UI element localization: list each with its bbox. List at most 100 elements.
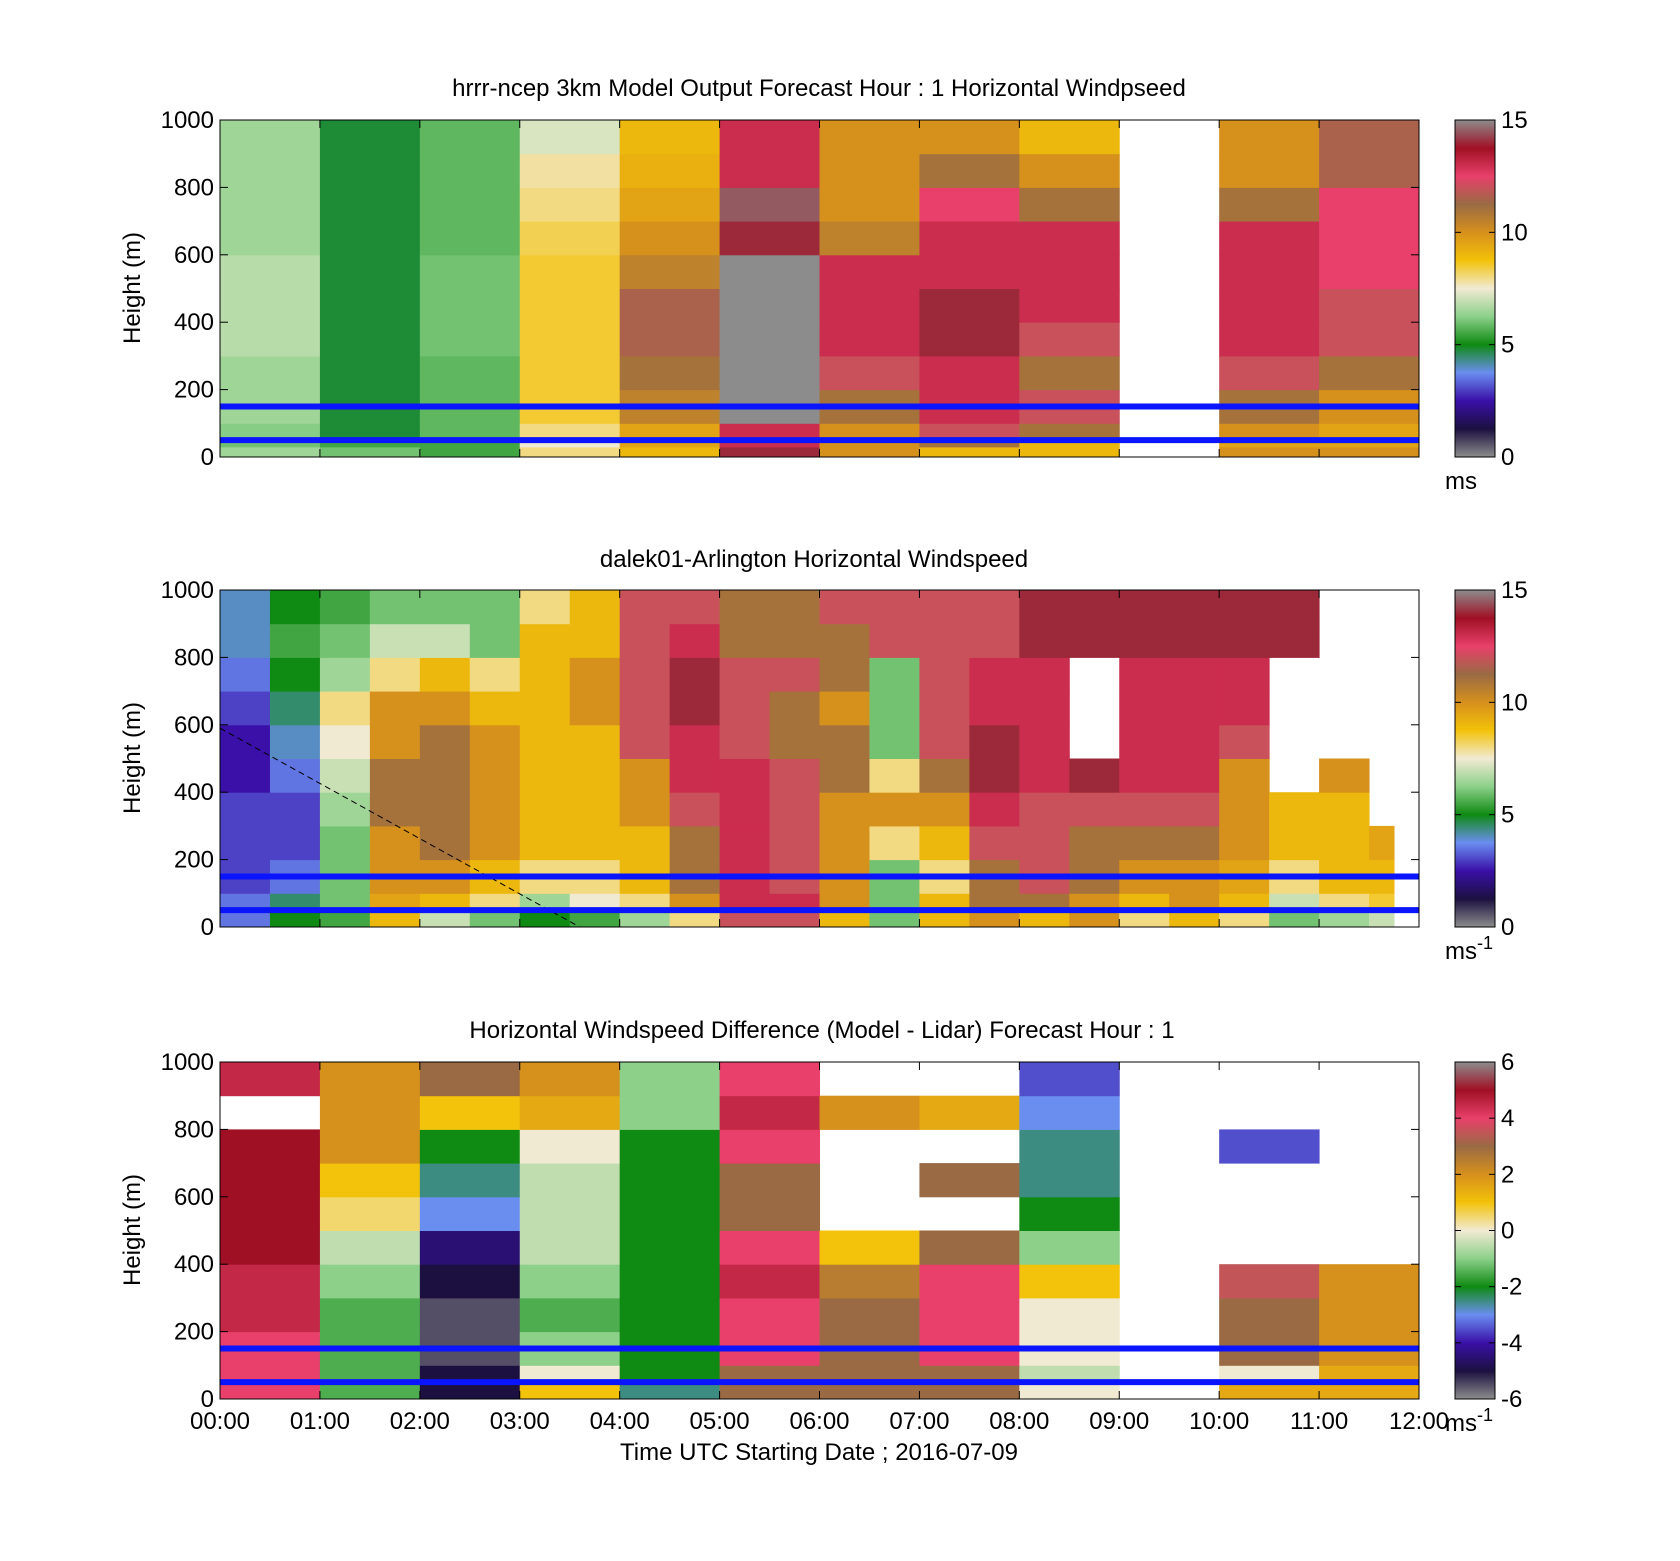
heatmap-cell — [1369, 825, 1395, 861]
heatmap-cell — [519, 1163, 621, 1198]
y-tick-label: 800 — [174, 644, 214, 671]
heatmap-cell — [1069, 792, 1120, 827]
heatmap-cell — [569, 691, 621, 726]
heatmap-cell — [719, 1062, 820, 1097]
heatmap-cell — [1219, 792, 1270, 827]
heatmap-cell — [719, 623, 771, 658]
heatmap-cell — [220, 893, 271, 911]
heatmap-cell — [1069, 893, 1120, 911]
heatmap-cell — [1019, 440, 1120, 448]
heatmap-cell — [619, 1129, 721, 1164]
y-tick-label: 0 — [201, 914, 214, 941]
heatmap-cell — [519, 446, 621, 458]
heatmap-cell — [419, 758, 471, 793]
colorbar-tick-label: 15 — [1501, 107, 1528, 134]
colorbar-unit-label: ms-1 — [1445, 933, 1493, 965]
heatmap-cell — [469, 825, 521, 861]
heatmap-cell — [419, 322, 521, 357]
heatmap-cell — [719, 691, 771, 726]
heatmap-cell — [1219, 120, 1320, 155]
heatmap-cell — [419, 120, 521, 155]
x-tick-label: 04:00 — [590, 1408, 650, 1435]
heatmap-cell — [519, 590, 571, 625]
heatmap-cell — [319, 691, 371, 726]
heatmap-cell — [819, 254, 920, 289]
heatmap-cell — [619, 1062, 721, 1097]
heatmap-cell — [1369, 893, 1395, 911]
y-tick-label: 400 — [174, 1251, 214, 1278]
heatmap-cell — [919, 221, 1020, 256]
heatmap-cell — [669, 590, 721, 625]
heatmap-cell — [1019, 590, 1070, 625]
heatmap-cell — [919, 724, 970, 759]
heatmap-cell — [220, 623, 271, 658]
heatmap-cell — [719, 825, 771, 861]
heatmap-cell — [319, 120, 421, 155]
heatmap-cell — [569, 910, 621, 928]
heatmap-cell — [319, 254, 421, 289]
x-tick-label: 09:00 — [1089, 1408, 1149, 1435]
heatmap-cell — [619, 221, 721, 256]
heatmap-cell — [569, 724, 621, 759]
heatmap-cell — [1219, 590, 1270, 625]
heatmap-cell — [1219, 423, 1320, 441]
heatmap-cell — [220, 1163, 321, 1198]
heatmap-cell — [220, 440, 321, 448]
colorbar-unit-label: ms-1 — [1445, 1405, 1493, 1437]
heatmap-cell — [1219, 623, 1270, 658]
heatmap-cell — [469, 657, 521, 692]
heatmap-cell — [319, 758, 371, 793]
heatmap-cell — [319, 1129, 421, 1164]
heatmap-cell — [519, 288, 621, 323]
x-axis-label: Time UTC Starting Date ; 2016-07-09 — [620, 1439, 1018, 1466]
heatmap-cell — [619, 1365, 721, 1383]
heatmap-cell — [619, 1196, 721, 1231]
heatmap-cell — [269, 657, 321, 692]
panel-3-colorbar: -6 -4 -2 0 2 4 6 ms-1 — [1445, 1049, 1522, 1437]
heatmap-cell — [369, 691, 421, 726]
heatmap-cell — [719, 1196, 820, 1231]
heatmap-cell — [369, 792, 421, 827]
heatmap-cell — [1069, 910, 1120, 928]
heatmap-cell — [220, 1365, 321, 1383]
heatmap-cell — [319, 322, 421, 357]
heatmap-cell — [919, 446, 1020, 458]
heatmap-cell — [969, 623, 1020, 658]
heatmap-cell — [1019, 1062, 1120, 1097]
heatmap-cell — [220, 1196, 321, 1231]
heatmap-cell — [269, 825, 321, 861]
heatmap-cell — [1119, 893, 1170, 911]
heatmap-cell — [1219, 1382, 1320, 1400]
colorbar-gradient — [1454, 589, 1496, 928]
heatmap-cell — [519, 1230, 621, 1265]
heatmap-cell — [319, 1062, 421, 1097]
panel-1-x-ticks — [219, 120, 1420, 457]
y-tick-label: 0 — [201, 444, 214, 471]
heatmap-cell — [319, 1382, 421, 1400]
heatmap-cell — [1119, 623, 1170, 658]
panel-2-colorbar: 0 5 10 15 ms-1 — [1445, 577, 1528, 965]
y-tick-label: 0 — [201, 1386, 214, 1413]
heatmap-cell — [220, 1129, 321, 1164]
heatmap-cell — [819, 825, 870, 861]
heatmap-cell — [469, 758, 521, 793]
heatmap-cell — [669, 724, 721, 759]
heatmap-cell — [819, 1365, 920, 1383]
heatmap-cell — [1069, 758, 1120, 793]
heatmap-cell — [1019, 120, 1120, 155]
heatmap-cell — [1019, 623, 1070, 658]
panel-model-output: hrrr-ncep 3km Model Output Forecast Hour… — [119, 75, 1528, 495]
heatmap-cell — [919, 1095, 1020, 1130]
heatmap-cell — [619, 691, 671, 726]
heatmap-cell — [1219, 187, 1320, 222]
heatmap-cell — [569, 623, 621, 658]
heatmap-cell — [669, 691, 721, 726]
heatmap-cell — [1269, 825, 1320, 861]
heatmap-cell — [419, 440, 521, 448]
heatmap-cell — [569, 893, 621, 911]
heatmap-cell — [220, 1062, 321, 1097]
heatmap-cell — [1319, 893, 1370, 911]
heatmap-cell — [1019, 423, 1120, 441]
heatmap-cell — [719, 1163, 820, 1198]
x-tick-label: 07:00 — [889, 1408, 949, 1435]
